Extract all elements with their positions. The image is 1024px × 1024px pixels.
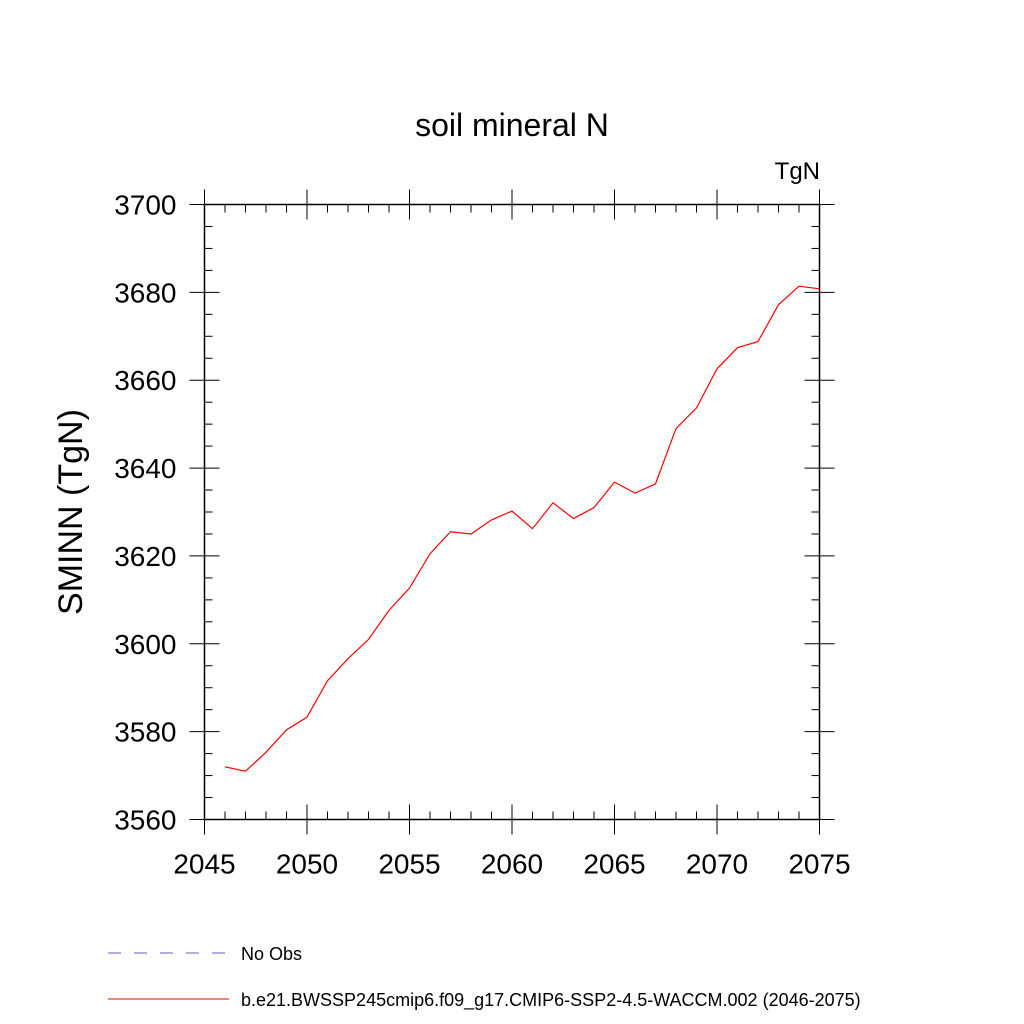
y-tick-label: 3600 (114, 629, 176, 660)
x-tick-label: 2070 (686, 849, 748, 880)
y-tick-label: 3660 (114, 365, 176, 396)
series-layer (224, 285, 820, 772)
y-tick-label: 3580 (114, 717, 176, 748)
x-tick-label: 2075 (788, 849, 850, 880)
legend-label: No Obs (241, 944, 302, 964)
axis-tick-labels: 2045 2050 2055 2060 2065 2070 2075 3560 3580 3600… (114, 190, 850, 880)
x-tick-label: 2045 (173, 849, 235, 880)
y-tick-label: 3640 (114, 453, 176, 484)
units-label: TgN (775, 158, 820, 185)
plot-frame (203, 203, 821, 821)
x-tick-label: 2060 (481, 849, 543, 880)
x-tick-label: 2055 (378, 849, 440, 880)
y-tick-label: 3680 (114, 277, 176, 308)
y-axis-label: SMINN (TgN) (52, 409, 90, 615)
legend: No Obs b.e21.BWSSP245cmip6.f09_g17.CMIP6-… (108, 944, 861, 1011)
legend-label: b.e21.BWSSP245cmip6.f09_g17.CMIP6-SSP2-4… (241, 990, 861, 1011)
series-line (224, 285, 820, 772)
x-tick-label: 2050 (276, 849, 338, 880)
chart-title: soil mineral N (415, 107, 609, 143)
y-tick-label: 3560 (114, 805, 176, 836)
x-tick-label: 2065 (583, 849, 645, 880)
y-tick-label: 3620 (114, 541, 176, 572)
y-tick-label: 3700 (114, 190, 176, 221)
axis-ticks (189, 189, 835, 835)
